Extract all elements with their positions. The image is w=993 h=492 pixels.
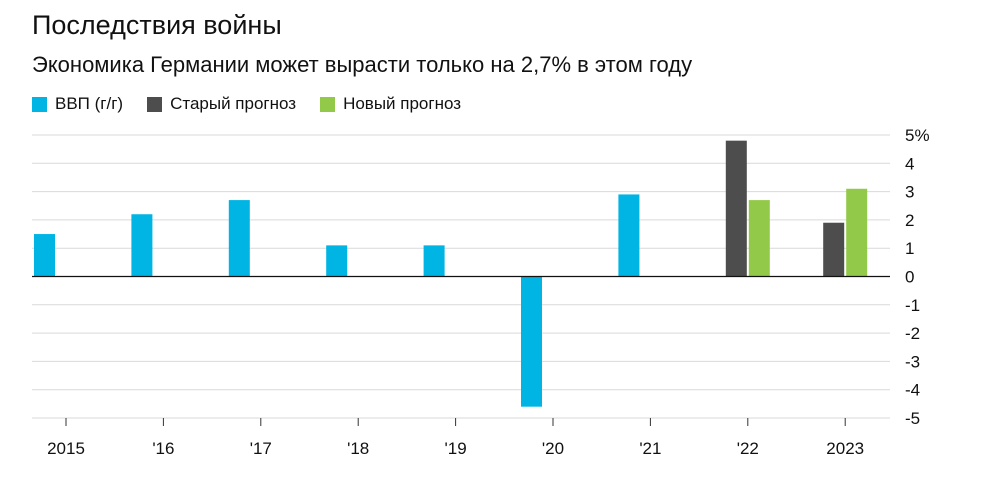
y-axis: 5% 4 3 2 1 0 -1 -2 -3 -4 -5 <box>905 126 930 428</box>
x-tick-label: '20 <box>542 439 564 458</box>
x-tick-label: '16 <box>152 439 174 458</box>
legend-label-gdp: ВВП (г/г) <box>55 94 124 113</box>
bar-series-0-4 <box>423 245 445 277</box>
legend-swatch-old-forecast <box>147 96 163 112</box>
legend-item-new-forecast: Новый прогноз <box>320 93 461 115</box>
y-tick-label: 0 <box>905 268 914 287</box>
bar-series-0-2 <box>228 200 250 277</box>
y-tick-label: 3 <box>905 183 914 202</box>
y-tick-label: 2 <box>905 211 914 230</box>
x-tick-label: '22 <box>737 439 759 458</box>
bar-series-1-8 <box>823 222 845 277</box>
y-tick-label: -2 <box>905 324 920 343</box>
bar-series-0-3 <box>326 245 348 277</box>
chart-title: Последствия войны <box>32 10 282 40</box>
x-tick-label: '19 <box>445 439 467 458</box>
legend-item-old-forecast: Старый прогноз <box>147 93 296 115</box>
bar-series-1-7 <box>725 140 747 277</box>
y-tick-label: 1 <box>905 239 914 258</box>
legend-swatch-gdp <box>32 96 47 112</box>
y-tick-label: -3 <box>905 352 920 371</box>
y-tick-label: 4 <box>905 154 914 173</box>
y-tick-label: -4 <box>905 381 920 400</box>
bar-series-0-6 <box>618 194 640 277</box>
legend-swatch-new-forecast <box>320 96 336 112</box>
y-tick-label: 5% <box>905 126 930 145</box>
legend-label-new-forecast: Новый прогноз <box>343 94 462 113</box>
legend-item-gdp: ВВП (г/г) <box>32 93 123 115</box>
x-tick-label: '17 <box>250 439 272 458</box>
y-tick-label: -1 <box>905 296 920 315</box>
x-tick-label: 2015 <box>47 439 85 458</box>
bar-series-0-1 <box>131 214 153 277</box>
legend-label-old-forecast: Старый прогноз <box>170 94 297 113</box>
x-tick-label: '21 <box>639 439 661 458</box>
bar-series-2-8 <box>846 188 868 277</box>
bars <box>34 140 868 407</box>
bar-series-0-0 <box>34 234 55 277</box>
x-tick-label: 2023 <box>826 439 864 458</box>
bar-series-0-5 <box>521 276 542 407</box>
chart-legend: ВВП (г/г) Старый прогноз Новый прогноз <box>32 93 485 115</box>
y-tick-label: -5 <box>905 409 920 428</box>
x-axis: 2015 '16 '17 '18 '19 '20 '21 '22 2023 <box>47 418 864 458</box>
bar-series-2-7 <box>748 200 770 277</box>
chart-subtitle: Экономика Германии может вырасти только … <box>32 52 693 77</box>
x-tick-label: '18 <box>347 439 369 458</box>
gridlines <box>32 134 890 419</box>
